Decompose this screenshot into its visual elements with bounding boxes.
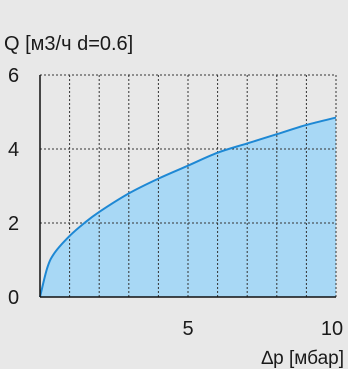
x-tick-label: 10: [321, 318, 343, 340]
y-tick-label: 0: [8, 287, 19, 309]
x-tick-label: 5: [182, 318, 193, 340]
series-line: [39, 116, 337, 298]
y-tick-label: 2: [8, 213, 19, 235]
x-axis-label: ∆p [мбар]: [262, 348, 344, 369]
y-axis-label: Q [м3/ч d=0.6]: [4, 33, 133, 55]
y-tick-label: 6: [8, 65, 19, 87]
y-tick-label: 4: [8, 139, 19, 161]
